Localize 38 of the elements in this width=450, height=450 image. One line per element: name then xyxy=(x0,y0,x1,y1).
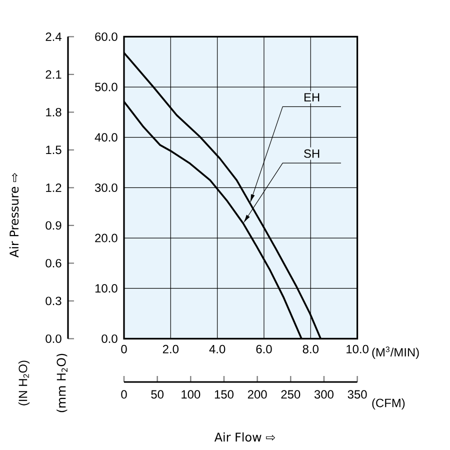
y2-tick-label: 2.4 xyxy=(46,32,62,41)
y-tick-label: 10.0 xyxy=(95,284,118,293)
x-axis-title: (M$^{3}$/MIN) xyxy=(372,346,419,359)
x-tick-label: 0 xyxy=(121,344,127,354)
y2-tick-label: 1.8 xyxy=(46,108,62,116)
x2-tick-label: 50 xyxy=(151,390,164,399)
text: SH xyxy=(304,149,320,158)
y2-tick-label: 0.0 xyxy=(46,334,62,343)
x2-tick-label: 150 xyxy=(214,390,234,399)
y-tick-label: 30.0 xyxy=(95,183,118,192)
y2-tick-label: 1.2 xyxy=(46,184,62,192)
text: Air Pressure ⇨ xyxy=(9,173,19,258)
y2-tick-label: 2.1 xyxy=(46,70,62,79)
y-tick-label: 20.0 xyxy=(95,234,118,242)
x2-tick-label: 100 xyxy=(182,390,200,399)
y-tick-label: 60.0 xyxy=(95,32,118,41)
y-tick-label: 40.0 xyxy=(94,133,118,142)
x2-tick-label: 0 xyxy=(121,390,127,399)
x-tick-label: 10.0 xyxy=(346,344,368,354)
y-tick-label: 50.0 xyxy=(95,82,118,92)
text: (mm H$_{2}$O) xyxy=(56,354,68,412)
x2-tick-label: 250 xyxy=(281,390,300,399)
y2-axis-title: (IN H$_{2}$O) xyxy=(18,360,30,406)
x2-tick-label: 350 xyxy=(348,390,367,399)
y2-tick-label: 1.5 xyxy=(46,146,62,154)
x2-axis-title: (CFM) xyxy=(372,398,405,410)
text: Air Flow ⇨ xyxy=(214,432,276,442)
y2-tick-label: 0.3 xyxy=(46,296,62,306)
x-tick-label: 6.0 xyxy=(256,344,272,354)
y-tick-label: 0.0 xyxy=(102,334,118,343)
x-tick-label: 8.0 xyxy=(302,344,318,354)
x-tick-label: 2.0 xyxy=(162,344,179,354)
text: EH xyxy=(304,93,320,102)
x2-tick-label: 300 xyxy=(314,390,334,399)
x-tick-label: 4.0 xyxy=(209,344,226,354)
x2-tick-label: 200 xyxy=(248,390,267,399)
y2-tick-label: 0.9 xyxy=(46,221,62,230)
y2-tick-label: 0.6 xyxy=(46,258,62,268)
